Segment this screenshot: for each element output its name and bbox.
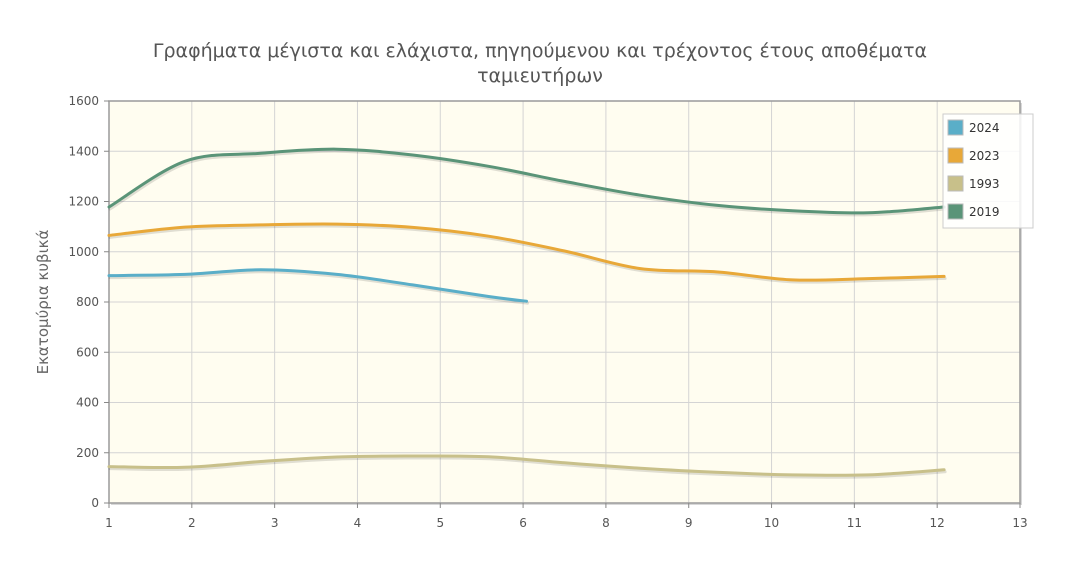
y-tick-label: 0 (91, 496, 99, 510)
x-tick-label: 3 (271, 516, 279, 530)
series-2019-line (107, 147, 946, 215)
x-tick-label: 11 (847, 516, 862, 530)
x-tick-label: 2 (188, 516, 196, 530)
y-tick-label: 1600 (68, 94, 99, 108)
x-tick-label: 10 (764, 516, 779, 530)
y-tick-label: 1000 (68, 245, 99, 259)
series-2024-line-shadow (108, 270, 529, 305)
legend-swatch-2024 (947, 119, 964, 136)
legend-swatch-2023 (947, 147, 964, 164)
legend-swatch-1993 (947, 175, 964, 192)
series-2023-line (107, 222, 946, 282)
x-tick-label: 5 (436, 516, 444, 530)
x-tick-label: 12 (930, 516, 945, 530)
x-tick-label: 6 (519, 516, 527, 530)
x-tick-label: 13 (1012, 516, 1027, 530)
series-2023-line-shadow (108, 224, 947, 284)
series-1993-line-shadow (108, 456, 947, 479)
x-tick-label: 8 (602, 516, 610, 530)
legend-label-1993: 1993 (969, 177, 1000, 191)
series-2024-line (107, 268, 528, 303)
y-tick-label: 1400 (68, 144, 99, 158)
x-tick-label: 4 (354, 516, 362, 530)
legend-swatch-2019 (947, 203, 964, 220)
y-axis-label: Εκατομύρια κυβικά (34, 230, 52, 375)
legend-label-2023: 2023 (969, 149, 1000, 163)
x-tick-label: 1 (105, 516, 113, 530)
chart-title-line-1: Γραφήματα μέγιστα και ελάχιστα, πηγηούμε… (153, 40, 927, 62)
chart-title-line-2: ταμιευτήρων (477, 65, 603, 87)
y-tick-label: 200 (76, 446, 99, 460)
legend-label-2019: 2019 (969, 205, 1000, 219)
y-tick-label: 800 (76, 295, 99, 309)
x-tick-label: 9 (685, 516, 693, 530)
series-2019-line-shadow (108, 149, 947, 217)
y-tick-label: 400 (76, 396, 99, 410)
series-1993-line (107, 454, 946, 477)
y-tick-label: 1200 (68, 195, 99, 209)
legend-label-2024: 2024 (969, 121, 1000, 135)
y-tick-label: 600 (76, 345, 99, 359)
